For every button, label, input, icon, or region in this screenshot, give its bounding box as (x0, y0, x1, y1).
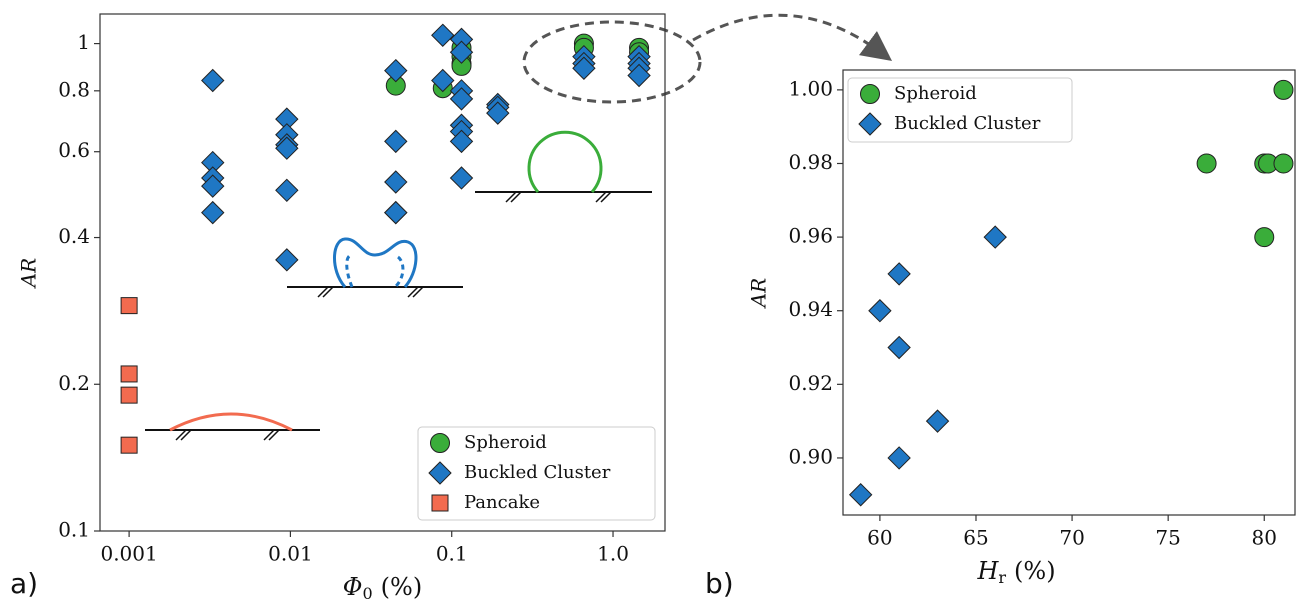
point (887, 262, 911, 286)
point (120, 297, 138, 315)
y-tick-label: 1 (77, 30, 90, 54)
point (627, 63, 651, 88)
x-label-unit: (%) (1014, 557, 1056, 585)
point (449, 166, 474, 190)
point (449, 87, 474, 111)
legend-label: Buckled Cluster (464, 462, 611, 483)
y-tick-label: 0.8 (58, 77, 90, 101)
x-tick-label: 70 (1059, 526, 1084, 550)
point (384, 129, 408, 154)
point (848, 483, 873, 507)
point (384, 200, 408, 225)
x-tick-label: 65 (963, 526, 988, 550)
point (201, 200, 225, 225)
legend-label: Spheroid (464, 432, 547, 453)
point (925, 409, 950, 433)
point (201, 174, 225, 198)
panel-label: a) (10, 567, 38, 600)
y-tick-label: 0.94 (788, 297, 833, 321)
legend-marker (860, 84, 880, 104)
legend-box (417, 426, 656, 521)
point (983, 225, 1007, 249)
point (201, 68, 225, 93)
point (449, 40, 474, 64)
y-tick-label: 0.90 (788, 444, 833, 468)
x-label-symbol: H (976, 557, 999, 585)
point (120, 365, 138, 383)
x-tick-label: 75 (1155, 526, 1180, 550)
legend-label: Buckled Cluster (894, 113, 1041, 134)
y-axis-label: AR (17, 258, 41, 290)
legend-box (847, 77, 1073, 143)
point (275, 136, 299, 160)
x-label-subscript: r (998, 568, 1006, 587)
point (1254, 227, 1275, 248)
y-tick-label: 1.00 (788, 76, 833, 100)
point (1196, 153, 1217, 174)
point (868, 299, 892, 323)
legend-marker (430, 433, 450, 453)
point (431, 68, 455, 93)
y-tick-label: 0.2 (58, 371, 90, 395)
x-axis-label: Φ0 (%) (343, 573, 422, 603)
x-tick-label: 0.1 (436, 542, 468, 566)
legend-label: Spheroid (894, 83, 977, 104)
y-tick-label: 0.96 (788, 224, 833, 248)
y-tick-label: 0.4 (58, 224, 90, 248)
x-tick-label: 1.0 (597, 542, 629, 566)
x-axis-label: Hr (%) (976, 557, 1055, 587)
y-tick-label: 0.6 (58, 138, 90, 162)
y-tick-label: 0.92 (788, 371, 833, 395)
point (486, 101, 510, 125)
point (1273, 79, 1294, 100)
point (887, 335, 911, 360)
y-tick-label: 0.1 (58, 518, 90, 542)
legend-marker (431, 494, 449, 512)
point (431, 23, 455, 47)
y-axis-label: AR (747, 278, 771, 310)
plot-frame (842, 69, 1296, 516)
legend-marker (428, 461, 452, 485)
point (887, 446, 911, 470)
panel-label: b) (705, 567, 734, 600)
x-tick-label: 0.001 (100, 542, 157, 566)
x-tick-label: 60 (867, 526, 892, 550)
y-tick-label: 0.98 (788, 150, 833, 174)
x-label-subscript: 0 (362, 584, 372, 603)
x-label-symbol: Φ (343, 573, 363, 601)
legend-marker (858, 112, 882, 136)
point (384, 170, 408, 194)
x-tick-label: 0.01 (268, 542, 313, 566)
plot-frame (99, 13, 666, 532)
point (275, 248, 299, 272)
point (572, 56, 596, 80)
point (120, 436, 138, 454)
x-tick-label: 80 (1252, 526, 1277, 550)
point (384, 58, 408, 83)
point (449, 129, 474, 154)
x-label-unit: (%) (381, 573, 423, 601)
legend-label: Pancake (464, 492, 540, 513)
point (1273, 153, 1294, 174)
point (120, 386, 138, 404)
point (275, 178, 299, 203)
schematics (145, 13, 893, 441)
